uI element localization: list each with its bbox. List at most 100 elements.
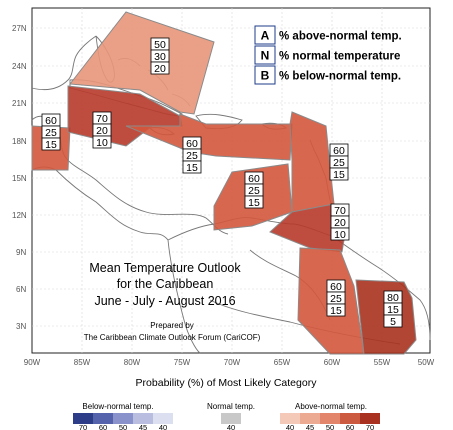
lat-label: 15N	[12, 174, 27, 183]
probability-value: 20	[96, 125, 108, 137]
gulf-coast	[31, 35, 97, 91]
lat-label: 21N	[12, 99, 27, 108]
legend-key-a: A	[261, 29, 270, 43]
above-normal-swatch	[360, 413, 380, 424]
normal-label: Normal temp.	[207, 402, 255, 411]
probability-value: 10	[334, 229, 346, 241]
probability-value: 15	[330, 305, 342, 317]
probability-value: 5	[390, 316, 396, 328]
legend-key-n: N	[261, 49, 270, 63]
probability-value: 80	[387, 292, 399, 304]
below-normal-tick: 70	[79, 423, 87, 430]
lat-label: 6N	[16, 285, 26, 294]
probability-value: 60	[330, 281, 342, 293]
probability-value: 25	[45, 127, 57, 139]
title-line-2: for the Caribbean	[117, 277, 214, 291]
probability-cell	[329, 167, 349, 181]
probability-value: 25	[186, 150, 198, 162]
category-legend: A N B % above-normal temp. % normal temp…	[254, 25, 402, 85]
probability-value: 15	[387, 304, 399, 316]
above-normal-label: Above-normal temp.	[295, 402, 367, 411]
probability-cell	[92, 135, 112, 149]
legend-text-below: % below-normal temp.	[279, 71, 401, 83]
probability-value: 15	[248, 197, 260, 209]
legend-key-box-b	[254, 65, 276, 85]
probability-value: 20	[154, 63, 166, 75]
above-normal-tick: 40	[286, 423, 294, 430]
legend-key-box-a	[254, 25, 276, 45]
probability-value: 15	[45, 139, 57, 151]
prepared-by-line: Prepared by	[150, 321, 194, 330]
lon-label: 55W	[374, 358, 391, 367]
below-normal-swatch	[93, 413, 113, 424]
central-america	[55, 169, 169, 241]
probability-cell	[41, 137, 61, 151]
below-normal-swatch	[113, 413, 133, 424]
probability-value: 60	[45, 115, 57, 127]
below-normal-tick: 60	[99, 423, 107, 430]
lon-label: 50W	[418, 358, 435, 367]
above-normal-swatch	[300, 413, 320, 424]
normal-tick: 40	[227, 423, 235, 430]
prepared-by-org: The Caribbean Climate Outlook Forum (Car…	[84, 333, 261, 342]
probability-cell	[383, 314, 403, 328]
lon-label: 90W	[24, 358, 41, 367]
lat-label: 27N	[12, 24, 27, 33]
legend-text-normal: % normal temperature	[279, 51, 400, 63]
lon-label: 70W	[224, 358, 241, 367]
probability-cell	[182, 160, 202, 174]
probability-value: 25	[333, 157, 345, 169]
probability-cell	[330, 227, 350, 241]
below-normal-tick: 50	[119, 423, 127, 430]
title-line-1: Mean Temperature Outlook	[89, 261, 241, 275]
legend-text-above: % above-normal temp.	[279, 31, 402, 43]
probability-legend: Probability (%) of Most Likely Category …	[73, 377, 380, 430]
above-normal-tick: 50	[326, 423, 334, 430]
lon-label: 65W	[274, 358, 291, 367]
lat-label: 9N	[16, 248, 26, 257]
latitude-labels: 27N 24N 21N 18N 15N 12N 9N 6N 3N	[12, 24, 27, 331]
lon-label: 85W	[74, 358, 91, 367]
probability-cell	[326, 303, 346, 317]
above-normal-swatch	[340, 413, 360, 424]
lat-label: 3N	[16, 322, 26, 331]
probability-value: 10	[96, 137, 108, 149]
region-bahamas	[69, 11, 215, 115]
probability-value: 70	[334, 205, 346, 217]
probability-value: 60	[186, 138, 198, 150]
below-normal-swatch	[153, 413, 173, 424]
probability-cell	[244, 195, 264, 209]
probability-cell	[150, 61, 170, 75]
above-normal-tick: 45	[306, 423, 314, 430]
below-normal-swatch	[73, 413, 93, 424]
lon-label: 80W	[124, 358, 141, 367]
lat-label: 24N	[12, 62, 27, 71]
lon-label: 75W	[174, 358, 191, 367]
above-normal-tick: 60	[346, 423, 354, 430]
probability-value: 15	[186, 162, 198, 174]
legend-title: Probability (%) of Most Likely Category	[136, 377, 318, 389]
probability-value: 15	[333, 169, 345, 181]
probability-value: 50	[154, 39, 166, 51]
probability-value: 70	[96, 113, 108, 125]
south-america-interior	[167, 239, 201, 354]
map-title: Mean Temperature Outlook for the Caribbe…	[84, 261, 261, 342]
above-normal-swatch	[280, 413, 300, 424]
below-normal-tick: 40	[159, 423, 167, 430]
probability-value: 25	[248, 185, 260, 197]
above-normal-swatch	[320, 413, 340, 424]
above-normal-tick: 70	[366, 423, 374, 430]
lat-label: 18N	[12, 137, 27, 146]
probability-value: 30	[154, 51, 166, 63]
below-normal-tick: 45	[139, 423, 147, 430]
probability-value: 60	[333, 145, 345, 157]
legend-key-b: B	[261, 69, 270, 83]
